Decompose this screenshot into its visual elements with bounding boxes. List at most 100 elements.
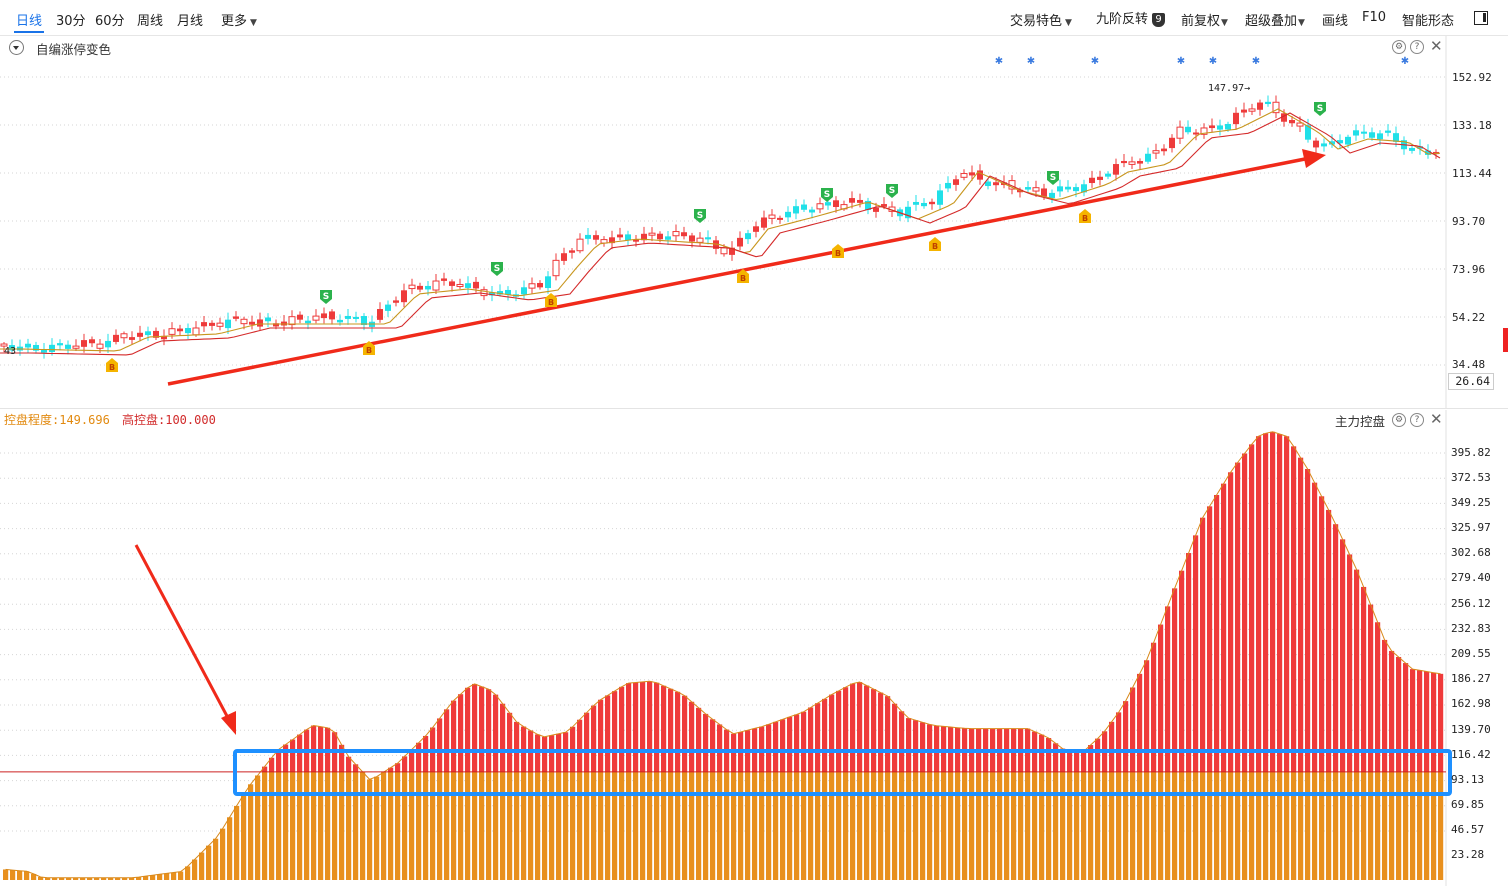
candle-body bbox=[960, 173, 968, 178]
candle-body bbox=[1041, 188, 1047, 197]
candle-body bbox=[9, 345, 15, 351]
pre-adjust-dropdown[interactable]: 前复权▼ bbox=[1181, 10, 1228, 29]
tab-weekly[interactable]: 周线 bbox=[137, 14, 164, 29]
candle-body bbox=[216, 322, 224, 327]
sell-signal-text: S bbox=[1050, 173, 1056, 183]
sell-signal-icon bbox=[491, 262, 503, 276]
control-bar bbox=[234, 805, 240, 880]
control-bar bbox=[171, 872, 177, 880]
tab-daily[interactable]: 日线 bbox=[16, 14, 43, 29]
control-bar-base bbox=[752, 771, 758, 880]
tab-monthly[interactable]: 月线 bbox=[177, 14, 204, 29]
control-bar-base bbox=[1046, 771, 1052, 880]
y-axis-label: 54.22 bbox=[1452, 311, 1486, 324]
y-axis-label: 93.70 bbox=[1452, 215, 1486, 228]
control-bar-base bbox=[878, 771, 884, 880]
control-bar-excess bbox=[598, 699, 604, 772]
control-bar-base bbox=[675, 771, 681, 880]
help-icon[interactable]: ? bbox=[1410, 40, 1424, 54]
pointer-arrow-head bbox=[221, 711, 236, 735]
close-icon[interactable]: ✕ bbox=[1430, 410, 1443, 428]
ma-line-short bbox=[0, 108, 1441, 352]
tab-60min[interactable]: 60分 bbox=[95, 14, 125, 29]
f10-button[interactable]: F10 bbox=[1362, 10, 1387, 25]
control-bar-base bbox=[437, 771, 443, 880]
control-bar-base bbox=[353, 771, 359, 880]
trade-feature-dropdown[interactable]: 交易特色 ▼ bbox=[1010, 10, 1072, 29]
candle-body bbox=[393, 300, 399, 303]
settings-icon[interactable]: ⚙ bbox=[1392, 40, 1406, 54]
collapse-toggle-icon[interactable] bbox=[9, 40, 24, 55]
control-bar bbox=[241, 794, 247, 880]
candle-body bbox=[1169, 137, 1175, 149]
help-icon[interactable]: ? bbox=[1410, 413, 1424, 427]
control-bar-base bbox=[731, 771, 737, 880]
candle-body bbox=[72, 345, 80, 349]
control-bar-base bbox=[808, 771, 814, 880]
candle-body bbox=[657, 233, 663, 240]
candle-body bbox=[257, 319, 263, 327]
candle-body bbox=[345, 315, 351, 319]
smart-pattern-button[interactable]: 智能形态 bbox=[1402, 14, 1455, 29]
sell-signal-icon bbox=[886, 184, 898, 198]
scroll-indicator[interactable] bbox=[1503, 328, 1508, 352]
control-bar-excess bbox=[871, 689, 877, 772]
settings-icon[interactable]: ⚙ bbox=[1392, 413, 1406, 427]
control-bar bbox=[108, 877, 114, 880]
candle-body bbox=[921, 202, 927, 207]
control-bar-base bbox=[927, 771, 933, 880]
control-bar-base bbox=[780, 771, 786, 880]
control-bar-base bbox=[724, 771, 730, 880]
control-bar-base bbox=[647, 771, 653, 880]
candle-body bbox=[432, 280, 440, 291]
candle-body bbox=[929, 201, 935, 205]
sidebar-toggle-icon[interactable] bbox=[1474, 11, 1488, 25]
candle-body bbox=[408, 284, 416, 290]
tab-30min[interactable]: 30分 bbox=[56, 14, 86, 29]
candle-body bbox=[528, 283, 536, 289]
buy-signal-icon bbox=[1079, 209, 1091, 223]
control-bar-base bbox=[962, 771, 968, 880]
pointer-arrow-line bbox=[134, 544, 230, 719]
control-bar-excess bbox=[1144, 660, 1150, 772]
control-bar-base bbox=[661, 771, 667, 880]
candle-body bbox=[1217, 125, 1223, 130]
more-dropdown[interactable]: 更多 ▼ bbox=[221, 10, 257, 29]
candle-body bbox=[648, 232, 656, 236]
control-bar bbox=[24, 871, 30, 880]
nine-reversal-button[interactable]: 九阶反转 9 bbox=[1096, 8, 1166, 27]
control-bar-base bbox=[885, 771, 891, 880]
control-bar-excess bbox=[626, 683, 632, 772]
high-control-label: 高控盘:100.000 bbox=[122, 413, 216, 427]
control-bar-excess bbox=[1382, 639, 1388, 772]
control-bar-excess bbox=[591, 705, 597, 772]
active-tab-indicator bbox=[14, 31, 44, 33]
candle-body bbox=[273, 323, 279, 327]
control-bar-base bbox=[388, 771, 394, 880]
control-bar-base bbox=[864, 771, 870, 880]
control-bar-base bbox=[1025, 771, 1031, 880]
control-bar-base bbox=[514, 771, 520, 880]
control-bar-excess bbox=[507, 712, 513, 772]
sell-signal-icon bbox=[821, 188, 833, 202]
control-bar bbox=[129, 877, 135, 880]
draw-line-button[interactable]: 画线 bbox=[1322, 14, 1349, 29]
control-bar bbox=[206, 845, 212, 880]
y-axis-label: 232.83 bbox=[1451, 622, 1491, 635]
candle-body bbox=[1272, 101, 1280, 114]
control-bar-excess bbox=[1193, 535, 1199, 772]
close-icon[interactable]: ✕ bbox=[1430, 37, 1443, 55]
control-bar-excess bbox=[892, 703, 898, 772]
control-bar-base bbox=[696, 771, 702, 880]
control-bar-base bbox=[528, 771, 534, 880]
control-bar-base bbox=[584, 771, 590, 880]
control-bar-base bbox=[1158, 771, 1164, 880]
candle-body bbox=[129, 337, 135, 340]
candle-body bbox=[801, 204, 807, 210]
super-overlay-dropdown[interactable]: 超级叠加▼ bbox=[1245, 10, 1305, 29]
y-axis-label: 133.18 bbox=[1452, 119, 1492, 132]
candle-body bbox=[0, 343, 8, 347]
control-bar-excess bbox=[444, 709, 450, 772]
sell-signal-icon bbox=[1314, 102, 1326, 116]
candle-body bbox=[137, 332, 143, 337]
